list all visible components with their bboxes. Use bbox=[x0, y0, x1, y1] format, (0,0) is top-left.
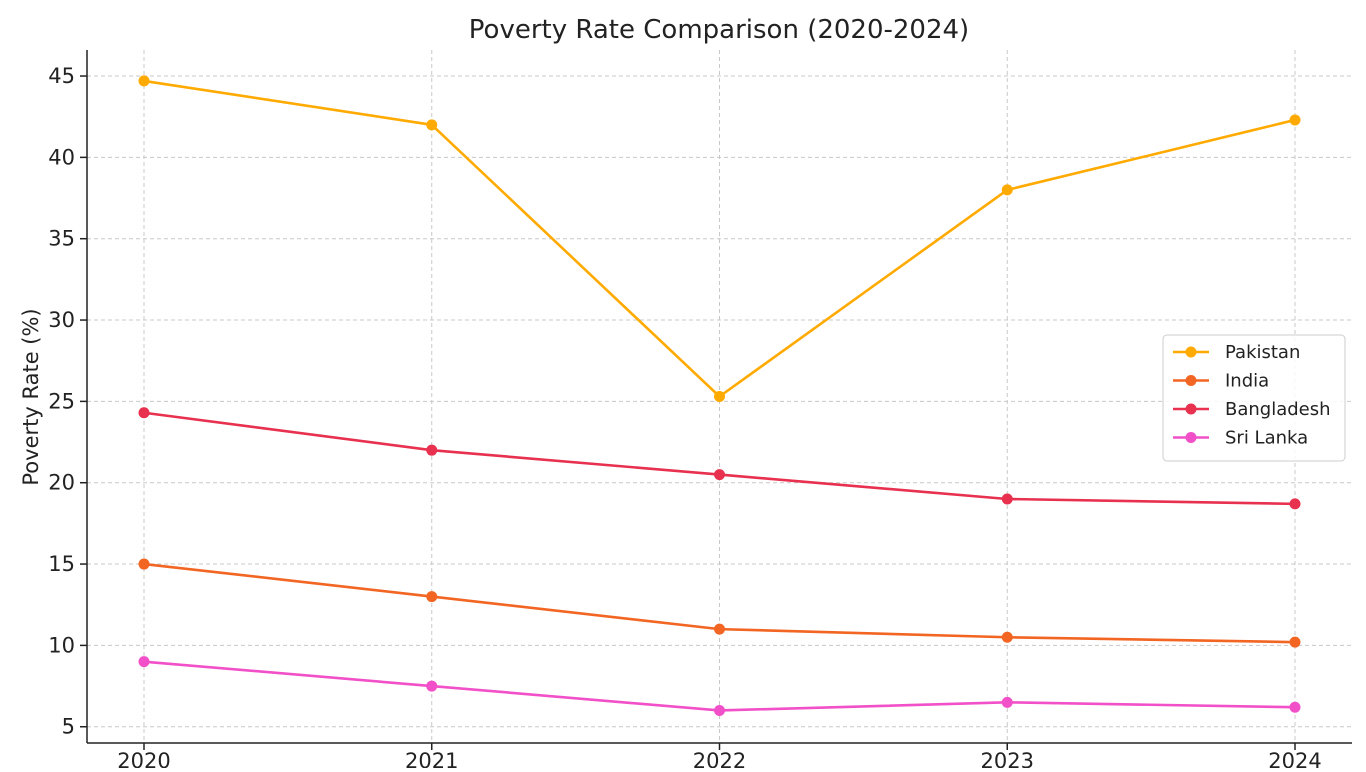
y-tick-label: 30 bbox=[48, 308, 75, 332]
legend-swatch-marker bbox=[1185, 375, 1197, 386]
x-tick-label: 2021 bbox=[405, 749, 458, 768]
data-point-india bbox=[1289, 636, 1301, 648]
legend-swatch-marker bbox=[1185, 432, 1197, 443]
y-tick-label: 35 bbox=[48, 227, 75, 251]
data-point-india bbox=[1001, 631, 1013, 643]
y-tick-label: 25 bbox=[48, 389, 75, 413]
series-india bbox=[138, 558, 1301, 648]
y-tick-label: 20 bbox=[48, 471, 75, 495]
data-point-bangladesh bbox=[426, 444, 438, 456]
series-layer bbox=[138, 75, 1301, 716]
data-point-bangladesh bbox=[138, 407, 150, 419]
data-point-india bbox=[138, 558, 150, 570]
data-point-bangladesh bbox=[1289, 498, 1301, 510]
legend-frame bbox=[1162, 334, 1346, 462]
data-point-pakistan bbox=[1001, 184, 1013, 196]
data-point-pakistan bbox=[138, 75, 150, 87]
legend-label: Bangladesh bbox=[1225, 399, 1331, 420]
x-tick-label: 2023 bbox=[981, 749, 1034, 768]
legend-label: Sri Lanka bbox=[1225, 428, 1308, 449]
data-point-sri-lanka bbox=[426, 680, 438, 692]
data-point-sri-lanka bbox=[138, 656, 150, 668]
data-point-india bbox=[714, 623, 725, 635]
legend[interactable]: Pakistan India Bangladesh Sri Lanka bbox=[1162, 334, 1346, 462]
x-tick-label: 2022 bbox=[693, 749, 746, 768]
legend-label: Pakistan bbox=[1225, 342, 1300, 363]
data-point-india bbox=[426, 591, 438, 603]
axes-layer: 5 10 15 20 25 30 35 40 45 2020 2021 2022 2023 2024 bbox=[48, 50, 1352, 772]
data-point-sri-lanka bbox=[1289, 701, 1301, 713]
y-tick-label: 10 bbox=[48, 633, 75, 657]
data-point-sri-lanka bbox=[714, 704, 725, 716]
y-tick-label: 40 bbox=[48, 145, 75, 169]
y-tick-label: 5 bbox=[62, 715, 75, 739]
y-tick-label: 15 bbox=[48, 552, 75, 576]
x-tick-label: 2020 bbox=[117, 749, 170, 768]
legend-item-sri-lanka[interactable]: Sri Lanka bbox=[1173, 428, 1308, 449]
y-axis-title: Poverty Rate (%) bbox=[19, 308, 43, 485]
data-point-pakistan bbox=[714, 391, 725, 402]
data-point-bangladesh bbox=[714, 469, 725, 481]
legend-label: India bbox=[1225, 371, 1269, 392]
data-point-pakistan bbox=[1289, 114, 1301, 126]
legend-item-pakistan[interactable]: Pakistan bbox=[1173, 342, 1300, 363]
legend-swatch-marker bbox=[1185, 403, 1197, 415]
x-tick-label: 2024 bbox=[1268, 749, 1321, 768]
series-sri-lanka bbox=[138, 656, 1301, 716]
data-point-pakistan bbox=[426, 119, 438, 131]
data-point-sri-lanka bbox=[1001, 696, 1013, 708]
data-point-bangladesh bbox=[1001, 493, 1013, 505]
series-pakistan bbox=[138, 75, 1301, 402]
chart-title: Poverty Rate Comparison (2020-2024) bbox=[469, 15, 969, 45]
legend-item-india[interactable]: India bbox=[1173, 371, 1269, 392]
y-tick-label: 45 bbox=[48, 64, 75, 88]
legend-item-bangladesh[interactable]: Bangladesh bbox=[1173, 399, 1331, 420]
series-bangladesh bbox=[138, 407, 1301, 510]
legend-swatch-marker bbox=[1185, 346, 1197, 358]
